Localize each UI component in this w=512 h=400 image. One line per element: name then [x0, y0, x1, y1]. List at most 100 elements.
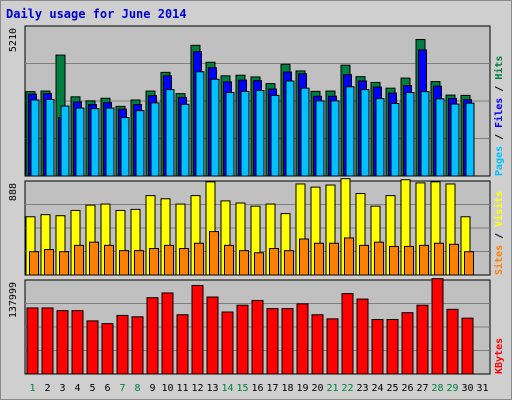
bar-kbytes-23 [356, 298, 369, 375]
x-tick-label-26: 26 [401, 383, 413, 394]
bar-sites-23 [359, 244, 369, 276]
x-tick-label-23: 23 [356, 383, 368, 394]
bar-kbytes-19 [296, 303, 309, 375]
bar-sites-6 [104, 244, 114, 276]
x-tick-label-16: 16 [251, 383, 263, 394]
bar-kbytes-4 [71, 310, 84, 375]
x-tick-label-17: 17 [266, 383, 278, 394]
x-tick-label-3: 3 [59, 383, 65, 394]
x-tick-label-14: 14 [221, 383, 233, 394]
bar-kbytes-14 [221, 311, 234, 375]
bar-kbytes-17 [266, 308, 279, 375]
bar-sites-25 [389, 245, 399, 276]
bar-pages-5 [90, 108, 100, 177]
bar-pages-2 [45, 98, 55, 177]
x-tick-label-7: 7 [119, 383, 125, 394]
bar-sites-2 [44, 249, 54, 276]
bar-kbytes-10 [161, 292, 174, 375]
x-tick-label-9: 9 [149, 383, 155, 394]
bar-pages-25 [390, 102, 400, 177]
bar-pages-19 [300, 87, 310, 177]
x-tick-label-12: 12 [191, 383, 203, 394]
legend-1: Sites / Visits [493, 191, 505, 275]
bar-sites-11 [179, 248, 189, 276]
bar-kbytes-27 [416, 304, 429, 375]
bar-sites-9 [149, 248, 159, 276]
bar-pages-16 [255, 89, 265, 177]
legend-entry-visits: Visits [493, 191, 505, 227]
bar-kbytes-5 [86, 320, 99, 375]
bar-pages-26 [405, 92, 415, 177]
bar-kbytes-16 [251, 299, 264, 375]
bar-sites-30 [464, 251, 474, 276]
bar-pages-7 [120, 117, 130, 177]
bar-pages-9 [150, 102, 160, 177]
legend-entry-files: Files [493, 98, 505, 128]
bar-pages-14 [225, 92, 235, 177]
x-tick-label-5: 5 [89, 383, 95, 394]
x-tick-label-11: 11 [176, 383, 188, 394]
bar-kbytes-7 [116, 314, 129, 375]
bar-kbytes-28 [431, 278, 444, 375]
bar-kbytes-29 [446, 308, 459, 375]
legend-entry-sites: Sites [493, 245, 505, 275]
bar-kbytes-24 [371, 319, 384, 375]
bar-kbytes-11 [176, 314, 189, 375]
legend-2: KBytes [494, 338, 505, 374]
bar-kbytes-6 [101, 323, 114, 375]
bar-pages-27 [420, 91, 430, 177]
x-tick-label-22: 22 [341, 383, 353, 394]
bar-kbytes-26 [401, 312, 414, 375]
bar-sites-7 [119, 250, 129, 276]
bar-pages-3 [60, 105, 70, 177]
bar-pages-24 [375, 98, 385, 177]
bar-pages-21 [330, 100, 340, 177]
x-tick-label-13: 13 [206, 383, 218, 394]
y-max-label-1: 888 [8, 183, 19, 201]
bar-pages-12 [195, 71, 205, 177]
bar-kbytes-2 [41, 307, 54, 375]
bar-kbytes-21 [326, 318, 339, 375]
bar-pages-29 [450, 103, 460, 177]
x-tick-label-25: 25 [386, 383, 398, 394]
bar-sites-13 [209, 231, 219, 276]
legend-separator: / [494, 128, 505, 146]
x-tick-label-21: 21 [326, 383, 338, 394]
bar-sites-5 [89, 241, 99, 276]
x-tick-label-30: 30 [461, 383, 473, 394]
bar-sites-14 [224, 244, 234, 276]
bar-kbytes-15 [236, 304, 249, 375]
bar-pages-18 [285, 80, 295, 177]
bar-kbytes-12 [191, 284, 204, 375]
bar-kbytes-8 [131, 316, 144, 375]
bar-sites-22 [344, 237, 354, 276]
bar-kbytes-1 [26, 307, 39, 375]
bar-sites-3 [59, 251, 69, 276]
bar-kbytes-18 [281, 308, 294, 375]
bar-sites-8 [134, 250, 144, 276]
legend-0: Pages / Files / Hits [493, 56, 505, 176]
bar-kbytes-22 [341, 293, 354, 375]
bar-pages-1 [30, 99, 40, 177]
bar-sites-17 [269, 248, 279, 276]
legend-entry-kbytes: KBytes [494, 338, 505, 374]
x-tick-label-2: 2 [44, 383, 50, 394]
legend-separator: / [494, 227, 505, 245]
x-tick-label-20: 20 [311, 383, 323, 394]
x-tick-label-19: 19 [296, 383, 308, 394]
bar-pages-28 [435, 98, 445, 177]
bar-pages-10 [165, 89, 175, 177]
bar-sites-29 [449, 243, 459, 276]
bar-kbytes-3 [56, 310, 69, 375]
bar-sites-19 [299, 238, 309, 276]
x-tick-label-8: 8 [134, 383, 140, 394]
bar-sites-10 [164, 244, 174, 276]
bar-sites-15 [239, 250, 249, 276]
bar-sites-20 [314, 242, 324, 276]
x-tick-label-28: 28 [431, 383, 443, 394]
x-tick-label-31: 31 [476, 383, 488, 394]
bar-pages-13 [210, 78, 220, 177]
bar-pages-30 [465, 102, 475, 177]
bar-sites-26 [404, 245, 414, 276]
